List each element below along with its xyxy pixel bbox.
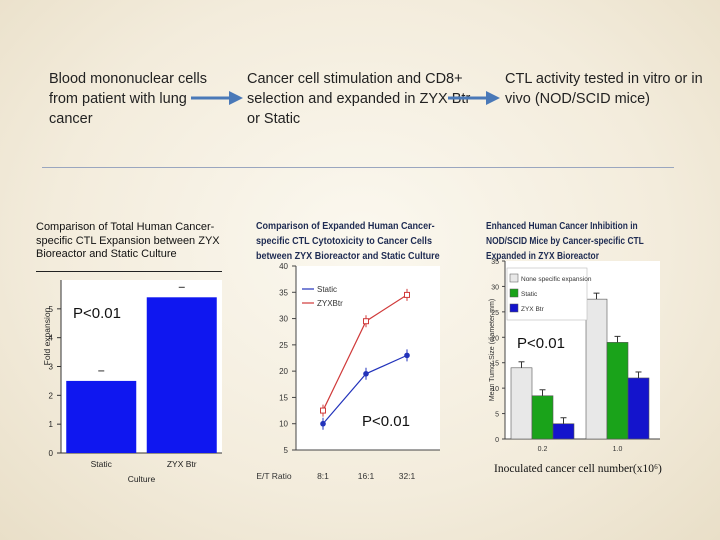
chart2-legend-label: ZYXBtr <box>317 299 343 308</box>
chart2-x-axis-label: E/T Ratio <box>256 471 292 481</box>
flow-step-stimulation: Cancer cell stimulation and CD8+ selecti… <box>247 71 471 127</box>
chart3-p-value: P<0.01 <box>515 335 567 352</box>
chart3-bar <box>585 298 608 440</box>
chart3-legend-swatch <box>509 288 519 298</box>
chart3-x-tick-label: 1.0 <box>613 446 623 453</box>
chart2-x-tick-label: 32:1 <box>399 471 416 481</box>
chart2-legend-label: Static <box>317 285 337 294</box>
divider-line <box>42 167 674 168</box>
chart2-x-tick-label: 8:1 <box>317 471 329 481</box>
chart3-y-tick-label: 30 <box>491 284 499 291</box>
chart2-y-tick-label: 30 <box>279 315 288 324</box>
chart3-bar <box>627 377 650 440</box>
chart3-bar <box>531 395 554 440</box>
chart3-title: Enhanced Human Cancer Inhibition in NOD/… <box>486 220 644 262</box>
chart1-x-axis-label: Culture <box>128 474 156 484</box>
chart3-y-tick-label: 20 <box>491 335 499 342</box>
flow-arrow-2 <box>448 91 500 105</box>
chart1-y-tick-label: 5 <box>49 305 54 314</box>
flow-arrow-1 <box>191 91 243 105</box>
chart2-p-value: P<0.01 <box>360 413 412 430</box>
chart3-x-axis-label: Inoculated cancer cell number(x10⁶) <box>494 463 662 475</box>
chart3-x-tick-label: 0.2 <box>538 446 548 453</box>
flow-step-ctl-activity: CTL activity tested in vitro or in vivo … <box>505 71 703 107</box>
chart2-point <box>363 370 369 377</box>
chart3-y-tick-label: 15 <box>491 361 499 368</box>
chart1-bar <box>146 297 217 453</box>
chart1-y-tick-label: 3 <box>49 363 54 372</box>
chart2-point <box>320 420 326 427</box>
flow-step-blood: Blood mononuclear cells from patient wit… <box>49 71 207 127</box>
chart1-title: Comparison of Total Human Cancer-specifi… <box>36 221 220 260</box>
chart1-y-tick-label: 0 <box>49 449 54 458</box>
chart3-y-tick-label: 0 <box>495 437 499 444</box>
chart1-y-tick-label: 4 <box>49 334 54 343</box>
chart1-y-tick-label: 2 <box>49 391 54 400</box>
chart2-y-tick-label: 15 <box>279 393 288 402</box>
chart3-legend-label: None specific expansion <box>521 276 592 283</box>
chart2-y-tick-label: 5 <box>284 446 289 455</box>
chart1-x-tick-label: Static <box>91 459 113 469</box>
chart3-bar <box>510 367 533 440</box>
chart2-point <box>404 291 410 298</box>
chart2-x-tick-label: 16:1 <box>358 471 375 481</box>
chart3-y-axis-label: Mean Tumor Size (diameter mm) <box>489 299 496 401</box>
chart2-point <box>363 318 369 325</box>
chart3-legend-label: ZYX Btr <box>521 306 545 313</box>
chart3-legend-box <box>506 267 588 321</box>
chart1-y-axis-label: Fold expansion <box>42 307 52 365</box>
chart2-y-tick-label: 10 <box>279 420 288 429</box>
chart3-bar <box>606 342 629 440</box>
chart3-bar <box>552 423 575 440</box>
chart2-y-tick-label: 20 <box>279 367 288 376</box>
chart2-y-tick-label: 40 <box>279 262 288 271</box>
chart3-y-tick-label: 35 <box>491 259 499 266</box>
chart3-y-tick-label: 10 <box>491 386 499 393</box>
chart1-x-tick-label: ZYX Btr <box>167 459 197 469</box>
chart1-title-underline <box>36 271 222 272</box>
chart2-point <box>404 352 410 359</box>
chart2-y-tick-label: 35 <box>279 288 288 297</box>
chart2-point <box>320 407 326 414</box>
chart3-legend-swatch <box>509 273 519 283</box>
chart2-title: Comparison of Expanded Human Cancer-spec… <box>256 220 440 262</box>
chart3-y-tick-label: 5 <box>495 412 499 419</box>
chart1-y-tick-label: 1 <box>49 420 54 429</box>
chart3-legend-label: Static <box>521 291 538 298</box>
chart3-y-tick-label: 25 <box>491 310 499 317</box>
chart1-p-value: P<0.01 <box>71 305 123 322</box>
chart3-legend-swatch <box>509 303 519 313</box>
chart2-y-tick-label: 25 <box>279 341 288 350</box>
chart1-bar <box>66 380 137 453</box>
